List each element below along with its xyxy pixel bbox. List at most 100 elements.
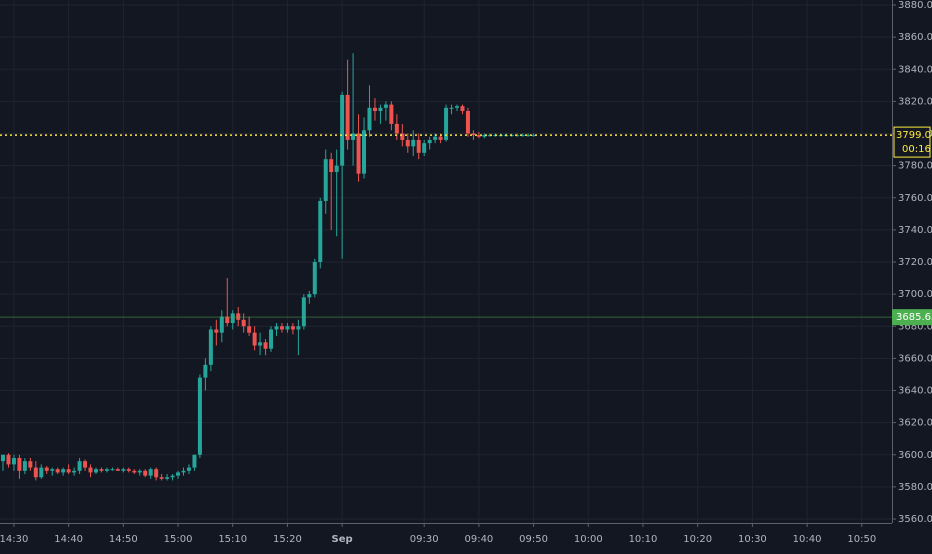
y-tick-label: 3580.00 (898, 482, 932, 493)
x-tick-label: 10:50 (847, 534, 876, 545)
candle-body (433, 136, 438, 140)
x-tick-label: 09:40 (464, 534, 493, 545)
candle-body (263, 342, 268, 349)
x-tick-label: 14:40 (54, 534, 83, 545)
candle-body (274, 326, 279, 330)
candle-body (307, 294, 312, 298)
x-tick-label: 14:50 (109, 534, 138, 545)
candle-body (438, 136, 443, 140)
candle-body (411, 139, 416, 147)
candle-body (165, 477, 170, 479)
y-tick-label: 3660.00 (898, 353, 932, 364)
countdown-label: 00:16 (902, 144, 931, 155)
candle-body (482, 135, 487, 137)
candle-body (455, 106, 460, 108)
candle-body (39, 467, 44, 478)
x-tick-label: 15:00 (164, 534, 193, 545)
candle-body (1, 454, 5, 462)
candle-body (186, 467, 191, 471)
y-tick-label: 3640.00 (898, 386, 932, 397)
candle-body (50, 469, 55, 471)
candle-body (159, 477, 164, 479)
candle-body (269, 329, 274, 349)
candle-body (351, 133, 356, 140)
candle-body (44, 467, 49, 471)
candle-body (33, 467, 38, 478)
candle-body (181, 470, 186, 473)
candle-body (465, 111, 470, 134)
candle-body (422, 143, 427, 153)
x-tick-label: Sep (332, 534, 353, 545)
candle-body (362, 130, 367, 174)
candle-body (22, 461, 27, 471)
candle-body (203, 364, 208, 378)
candle-body (99, 469, 104, 471)
candle-body (154, 469, 159, 478)
x-tick-label: 15:10 (218, 534, 247, 545)
candle-body (487, 135, 492, 137)
candle-body (378, 107, 383, 112)
candle-body (61, 469, 66, 473)
candle-body (312, 262, 317, 295)
candle-body (449, 107, 454, 109)
last-price-tag (893, 126, 931, 158)
candle-body (318, 200, 323, 262)
candle-body (148, 469, 153, 476)
candle-body (88, 467, 93, 473)
candle-body (520, 135, 525, 137)
candle-body (11, 457, 16, 465)
candle-body (197, 377, 202, 455)
candle-body (28, 461, 33, 468)
candle-body (356, 133, 361, 174)
y-tick-label: 3600.00 (898, 450, 932, 461)
y-tick-label: 3560.00 (898, 514, 932, 525)
candle-body (83, 461, 88, 468)
candle-body (72, 470, 77, 473)
candle-body (334, 165, 339, 173)
x-tick-label: 10:30 (738, 534, 767, 545)
y-tick-label: 3700.00 (898, 289, 932, 300)
candle-body (285, 326, 290, 330)
candle-body (531, 135, 536, 137)
price-line-label: 3685.65 (896, 312, 932, 323)
candle-body (17, 457, 22, 471)
candle-body (247, 326, 252, 333)
candle-body (170, 475, 175, 478)
candle-body (515, 135, 520, 137)
candle-body (241, 319, 246, 327)
x-tick-label: 15:20 (273, 534, 302, 545)
candle-body (340, 94, 345, 166)
candle-body (372, 107, 377, 112)
candle-body (279, 326, 284, 330)
y-tick-label: 3780.00 (898, 161, 932, 172)
candle-body (143, 470, 148, 476)
last-price-label: 3799.00 (896, 130, 932, 141)
x-tick-label: 09:50 (519, 534, 548, 545)
candle-body (526, 135, 531, 137)
candle-body (290, 326, 295, 330)
layer (1, 53, 536, 481)
candle-body (389, 104, 394, 124)
candle-body (400, 133, 405, 140)
candle-body (225, 316, 230, 324)
x-tick-label: 10:10 (629, 534, 658, 545)
y-tick-label: 3760.00 (898, 193, 932, 204)
layer: 3685.65 3799.00 00:16 (0, 126, 932, 326)
candle-body (329, 159, 334, 173)
candle-body (214, 329, 219, 333)
candle-body (6, 454, 11, 465)
y-tick-label: 3620.00 (898, 418, 932, 429)
candle-body (208, 329, 213, 365)
candle-body (323, 159, 328, 201)
candle-body (126, 469, 131, 471)
candle-body (476, 135, 481, 137)
candle-body (416, 139, 421, 153)
y-tick-label: 3860.00 (898, 32, 932, 43)
candle-body (66, 469, 71, 473)
y-tick-label: 3820.00 (898, 96, 932, 107)
candle-body (110, 469, 115, 471)
candle-body (176, 472, 181, 476)
x-tick-label: 10:00 (574, 534, 603, 545)
